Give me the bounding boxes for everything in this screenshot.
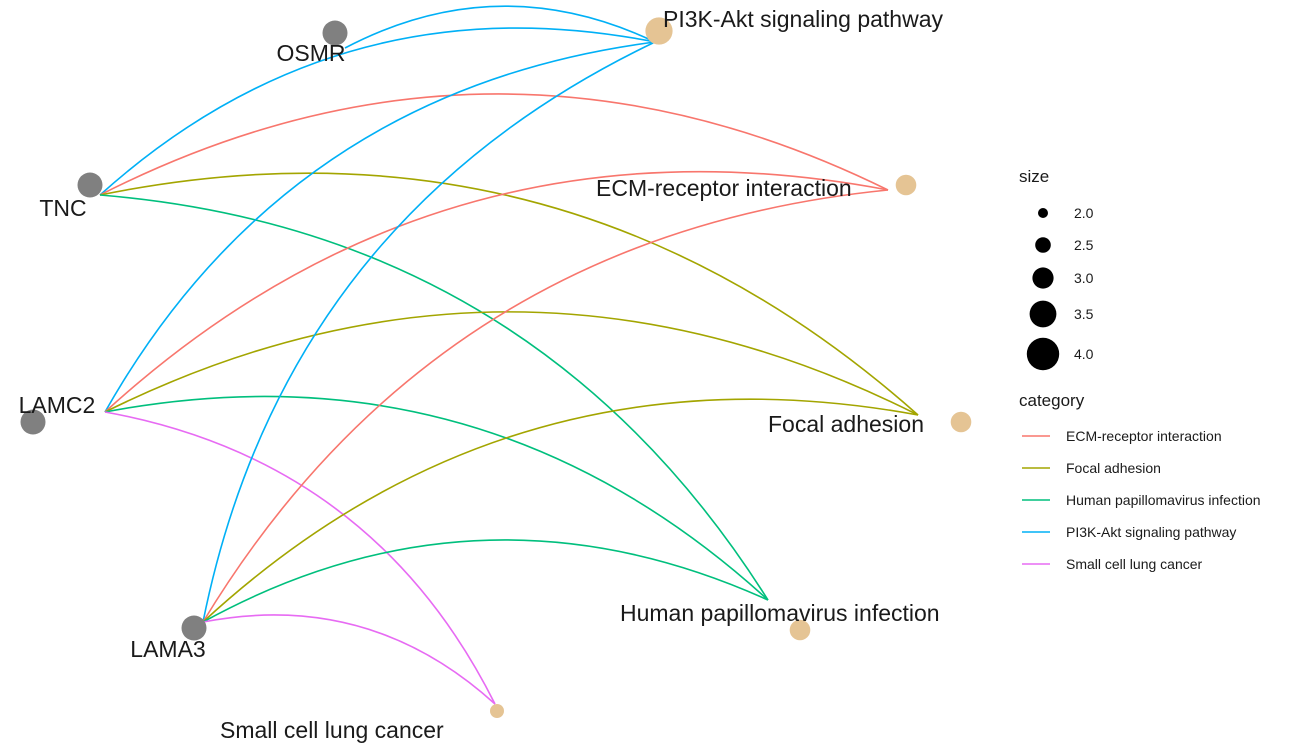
size-legend-label: 3.0 xyxy=(1074,270,1094,286)
edge-lama3-sclc xyxy=(202,614,496,705)
category-node-pi3k xyxy=(645,17,673,45)
size-legend-dot xyxy=(1038,208,1048,218)
size-legend-label: 2.5 xyxy=(1074,237,1094,253)
category-legend-label: ECM-receptor interaction xyxy=(1066,428,1222,444)
gene-node-lama3 xyxy=(181,615,207,641)
category-legend-label: Small cell lung cancer xyxy=(1066,556,1203,572)
label-layer: OSMR TNC LAMC2 LAMA3 PI3K-Akt signaling path… xyxy=(19,6,944,743)
category-label-ecm: ECM-receptor interaction xyxy=(596,175,852,201)
edge-tnc-ecm xyxy=(99,93,889,196)
category-node-sclc xyxy=(490,704,504,718)
category-legend-title: category xyxy=(1019,391,1085,410)
edge-lamc2-ecm xyxy=(104,170,889,413)
category-legend: ECM-receptor interaction Focal adhesion Hu… xyxy=(1022,428,1261,572)
size-legend-dot xyxy=(1029,300,1057,328)
edge-tnc-hpv xyxy=(99,194,769,601)
edge-tnc-focal xyxy=(99,172,919,416)
category-label-focal: Focal adhesion xyxy=(768,411,924,437)
edge-lama3-pi3k xyxy=(202,41,656,623)
category-legend-label: PI3K-Akt signaling pathway xyxy=(1066,524,1236,540)
category-label-pi3k: PI3K-Akt signaling pathway xyxy=(663,6,943,32)
size-legend: 2.0 2.5 3.0 3.5 4.0 xyxy=(1026,205,1094,371)
size-legend-label: 3.5 xyxy=(1074,306,1094,322)
size-legend-dot xyxy=(1035,237,1051,253)
gene-label-lama3: LAMA3 xyxy=(130,636,205,662)
node-layer xyxy=(20,17,972,718)
gene-label-tnc: TNC xyxy=(39,195,86,221)
edge-layer xyxy=(99,5,919,705)
edge-osmr-pi3k xyxy=(344,5,656,49)
edge-tnc-pi3k xyxy=(99,27,656,196)
edge-lamc2-pi3k xyxy=(104,41,656,413)
size-legend-dot xyxy=(1026,337,1060,371)
size-legend-label: 4.0 xyxy=(1074,346,1094,362)
category-node-focal xyxy=(950,411,972,433)
edge-lamc2-hpv xyxy=(104,395,769,601)
category-label-sclc: Small cell lung cancer xyxy=(220,717,444,743)
size-legend-dot xyxy=(1032,267,1054,289)
edge-lama3-ecm xyxy=(202,189,889,623)
gene-label-lamc2: LAMC2 xyxy=(19,392,96,418)
category-label-hpv: Human papillomavirus infection xyxy=(620,600,940,626)
category-node-ecm xyxy=(895,174,917,196)
gene-label-osmr: OSMR xyxy=(277,40,346,66)
size-legend-label: 2.0 xyxy=(1074,205,1094,221)
edge-lamc2-focal xyxy=(104,311,919,416)
edge-lama3-focal xyxy=(202,398,919,623)
gene-node-tnc xyxy=(77,172,103,198)
gene-node-osmr xyxy=(322,20,348,46)
legend: size 2.0 2.5 3.0 3.5 4.0 category ECM-recept… xyxy=(1019,167,1261,572)
category-legend-label: Focal adhesion xyxy=(1066,460,1161,476)
category-node-hpv xyxy=(789,619,811,641)
category-legend-label: Human papillomavirus infection xyxy=(1066,492,1261,508)
size-legend-title: size xyxy=(1019,167,1049,186)
gene-node-lamc2 xyxy=(20,409,46,435)
edge-lamc2-sclc xyxy=(104,411,496,705)
edge-lama3-hpv xyxy=(202,539,769,623)
